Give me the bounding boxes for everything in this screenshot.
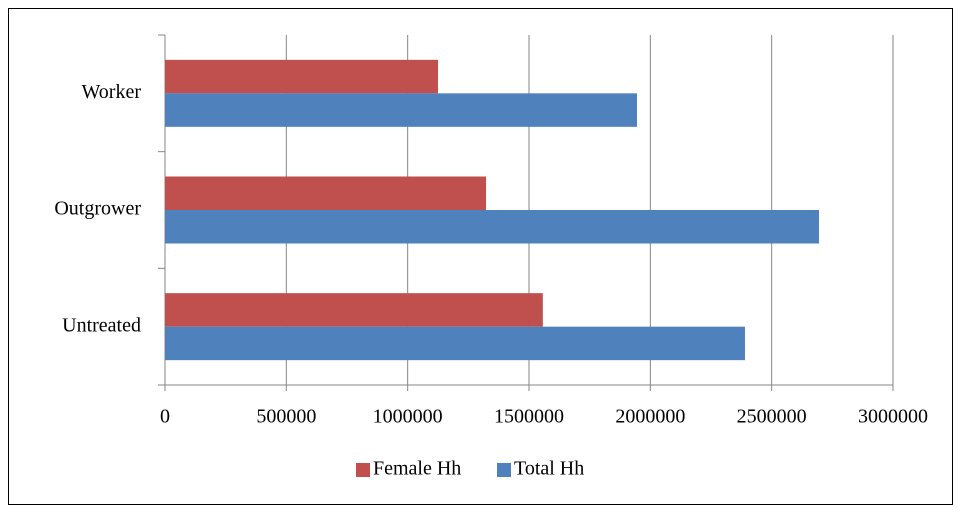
legend-swatch xyxy=(356,463,370,477)
x-tick-label: 1500000 xyxy=(494,406,564,428)
bar xyxy=(165,326,745,361)
x-tick-label: 2500000 xyxy=(737,406,807,428)
bar xyxy=(165,93,637,127)
y-tick-label: Untreated xyxy=(62,314,141,336)
legend-label: Female Hh xyxy=(373,458,461,480)
y-tick-label: Outgrower xyxy=(54,198,141,220)
bar xyxy=(165,293,543,327)
bar xyxy=(165,210,819,244)
x-tick-label: 500000 xyxy=(256,406,316,428)
legend-swatch xyxy=(497,463,511,477)
bar xyxy=(165,59,438,94)
x-tick-label: 3000000 xyxy=(858,406,928,428)
y-tick-label: Worker xyxy=(82,81,142,103)
bar xyxy=(165,176,487,210)
x-tick-label: 2000000 xyxy=(615,406,685,428)
legend-label: Total Hh xyxy=(514,458,584,480)
x-tick-label: 0 xyxy=(160,406,170,428)
x-tick-label: 1000000 xyxy=(373,406,443,428)
chart-frame xyxy=(8,8,953,505)
